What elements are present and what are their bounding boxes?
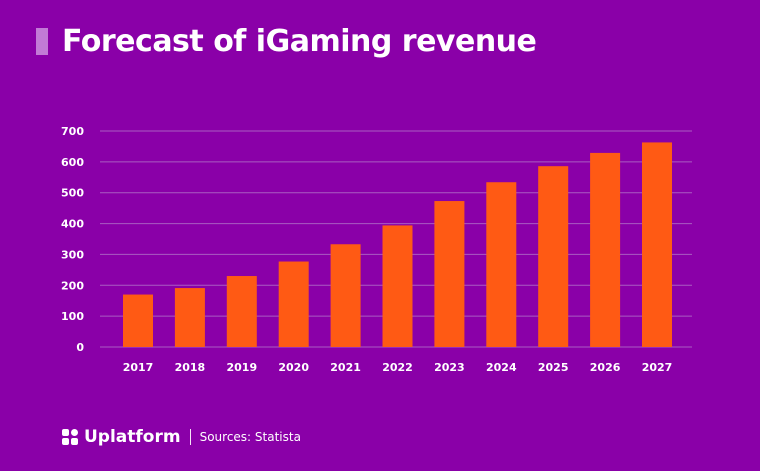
x-tick-label: 2020 [278, 361, 309, 374]
title-block: Forecast of iGaming revenue [36, 24, 537, 59]
y-tick-label: 0 [76, 341, 84, 354]
x-tick-label: 2021 [330, 361, 361, 374]
source-text: Sources: Statista [199, 430, 301, 444]
bar-2019 [226, 276, 257, 347]
bar-2022 [382, 225, 413, 347]
x-tick-label: 2024 [486, 361, 517, 374]
bar-2017 [123, 294, 153, 347]
bar-2024 [486, 182, 517, 347]
bar-2023 [434, 201, 465, 347]
bar-2025 [538, 166, 569, 347]
bars [123, 142, 672, 347]
title-marker [36, 28, 48, 55]
x-axis-ticks: 2017 2018 2019 2020 2021 2022 2023 2024 2025 2026… [123, 361, 673, 374]
footer-divider [189, 429, 191, 445]
bar-2026 [590, 152, 621, 347]
y-tick-label: 300 [61, 248, 84, 261]
bar-2021 [330, 244, 361, 347]
y-axis-ticks: 0 100 200 300 400 500 600 700 [61, 125, 84, 354]
y-tick-label: 400 [61, 218, 84, 231]
x-tick-label: 2027 [642, 361, 673, 374]
x-tick-label: 2023 [434, 361, 465, 374]
brand-name: Uplatform [84, 427, 181, 447]
y-tick-label: 200 [61, 279, 84, 292]
x-tick-label: 2022 [382, 361, 413, 374]
footer: Uplatform Sources: Statista [62, 427, 301, 447]
chart-title: Forecast of iGaming revenue [62, 24, 537, 59]
bar-2018 [174, 288, 205, 347]
bar-2020 [278, 261, 309, 347]
x-tick-label: 2019 [226, 361, 257, 374]
y-tick-label: 100 [61, 310, 84, 323]
uplatform-logo-icon [62, 429, 78, 445]
x-tick-label: 2025 [538, 361, 569, 374]
y-tick-label: 500 [61, 187, 84, 200]
bar-2027 [642, 142, 672, 347]
x-tick-label: 2018 [175, 361, 206, 374]
y-tick-label: 700 [61, 125, 84, 138]
x-tick-label: 2026 [590, 361, 621, 374]
y-tick-label: 600 [61, 156, 84, 169]
x-tick-label: 2017 [123, 361, 154, 374]
